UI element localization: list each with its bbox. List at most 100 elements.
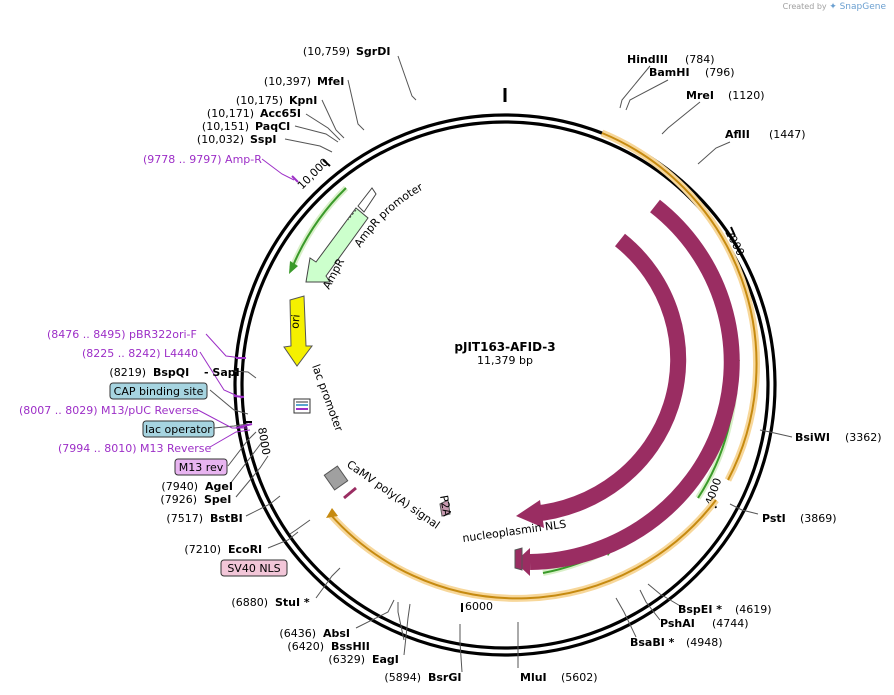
mfei-pos: (10,397) (264, 75, 311, 88)
bsrgi-pos: (5894) (384, 671, 421, 684)
mfei-name: MfeI (317, 75, 344, 88)
psti-pos: (3869) (800, 512, 837, 525)
m13rev-primer-label: (7994 .. 8010) M13 Reverse (58, 442, 211, 455)
lacop-leader (213, 423, 249, 429)
aflii-pos: (1447) (769, 128, 806, 141)
kpni-name: KpnI (289, 94, 317, 107)
m13rev-label: M13 rev (179, 461, 224, 474)
lacop-box (142, 420, 215, 438)
bsrgi-leader (459, 624, 463, 673)
hindiii-pos: (784) (685, 53, 715, 66)
bspqi-leader (231, 370, 257, 379)
tick-6000: 6000 (465, 600, 493, 613)
m13rev-box (174, 458, 228, 476)
sv40-box (220, 559, 288, 577)
m13rev-leader (227, 431, 257, 467)
l4440-primer-label: (8225 .. 8242) L4440 (82, 347, 198, 360)
nls-label: nucleoplasmin NLS (462, 518, 567, 545)
ampr-primer-label: (9778 .. 9797) Amp-R (143, 153, 262, 166)
bstbi-leader (245, 495, 281, 517)
sv40-label: SV40 NLS (227, 562, 280, 575)
m13puc-primer-label: (8007 .. 8029) M13/pUC Reverse (19, 404, 199, 417)
stui-name: StuI * (275, 596, 310, 609)
snapgene-logo: ✦ SnapGene (829, 2, 886, 12)
sgrdi-pos: (10,759) (303, 45, 350, 58)
sv40-leader (289, 519, 311, 535)
cas9-outer-label: Cas9 (684, 403, 706, 435)
mlui-name: MluI (520, 671, 547, 684)
mfei-leader (347, 79, 365, 131)
primer-leaders (197, 158, 295, 448)
mlui-pos: (5602) (561, 671, 598, 684)
bsabi-name: BsaBI * (630, 636, 675, 649)
lac-promoter-label: lac promoter (309, 363, 345, 434)
irei-name: MreI (686, 89, 714, 102)
cap-leader (209, 389, 249, 415)
bspqi-name: BspQI (153, 366, 189, 379)
bsshii-leader (397, 602, 405, 641)
bspei-pos: (4619) (735, 603, 772, 616)
kpni-pos: (10,175) (236, 94, 283, 107)
psti-name: PstI (762, 512, 786, 525)
paqci-leader (294, 125, 339, 143)
bstbi-pos: (7517) (166, 512, 203, 525)
box-labels: CAP binding site lac operator M13 rev SV… (109, 382, 288, 577)
acc65i-leader (305, 113, 341, 141)
cap-box (109, 382, 208, 400)
bspei-name: BspEI * (678, 603, 722, 616)
eagi-leader (403, 603, 411, 656)
position-ticks: 2000 4000 6000 8000 10,000 (243, 156, 747, 613)
bspei-leader (647, 583, 683, 608)
stui-pos: (6880) (231, 596, 268, 609)
absi-pos: (6436) (279, 627, 316, 640)
ampr-primer-leader (261, 158, 295, 181)
bsabi-leader (615, 597, 637, 638)
paqci-pos: (10,151) (202, 120, 249, 133)
aflii-leader (697, 141, 731, 165)
bsrgi-name: BsrGI (428, 671, 461, 684)
snapgene-credit: Created by ✦ SnapGene (783, 2, 886, 12)
sites-left: (10,759) SgrDI (10,397) MfeI (10,175) Kp… (109, 45, 461, 684)
pshai-name: PshAI (660, 617, 695, 630)
tick-10000: 10,000 (295, 156, 331, 192)
sgrdi-name: SgrDI (356, 45, 390, 58)
spei-leader (235, 455, 269, 498)
plasmid-length: 11,379 bp (477, 354, 533, 367)
bstbi-name: BstBI (210, 512, 243, 525)
bsiwi-name: BsiWI (795, 431, 830, 444)
irei-leader (661, 101, 701, 135)
credit-prefix: Created by (782, 2, 827, 11)
sspi-leader (284, 138, 333, 153)
cas9-inner: Cas9 (516, 233, 687, 528)
lacop-label: lac operator (145, 423, 212, 436)
tick-8000: 8000 (255, 426, 273, 456)
sspi-pos: (10,032) (197, 133, 244, 146)
camv-feature: CaMV poly(A) signal (323, 458, 442, 532)
eagi-pos: (6329) (328, 653, 365, 666)
camv-label: CaMV poly(A) signal (344, 458, 442, 532)
bamhi-leader (625, 79, 669, 111)
bspqi-pos: (8219) (109, 366, 146, 379)
credit-brand: SnapGene (839, 2, 886, 12)
ampr-feature: AmpR promoter AmpR (305, 180, 425, 291)
spei-pos: (7926) (160, 493, 197, 506)
agei-pos: (7940) (161, 480, 198, 493)
bsshii-name: BssHII (331, 640, 370, 653)
ori-feature: ori (283, 295, 313, 367)
m13rev-primer-leader (209, 429, 251, 448)
m13puc-leader (197, 409, 248, 429)
p2a-feature: P2A (437, 494, 454, 518)
tick-10000-mark (322, 159, 331, 167)
orange-feature-ne (600, 129, 760, 482)
pbr322-primer-label: (8476 .. 8495) pBR322ori-F (47, 328, 197, 341)
pshai-leader (639, 589, 661, 621)
bsiwi-leader (759, 429, 793, 438)
agei-leader (229, 441, 263, 485)
sspi-name: SspI (250, 133, 276, 146)
backbone (233, 88, 777, 657)
bamhi-pos: (796) (705, 66, 735, 79)
ecori-leader (267, 531, 299, 549)
plasmid-name: pJIT163-AFID-3 (454, 340, 555, 354)
agei-name: AgeI (205, 480, 233, 493)
